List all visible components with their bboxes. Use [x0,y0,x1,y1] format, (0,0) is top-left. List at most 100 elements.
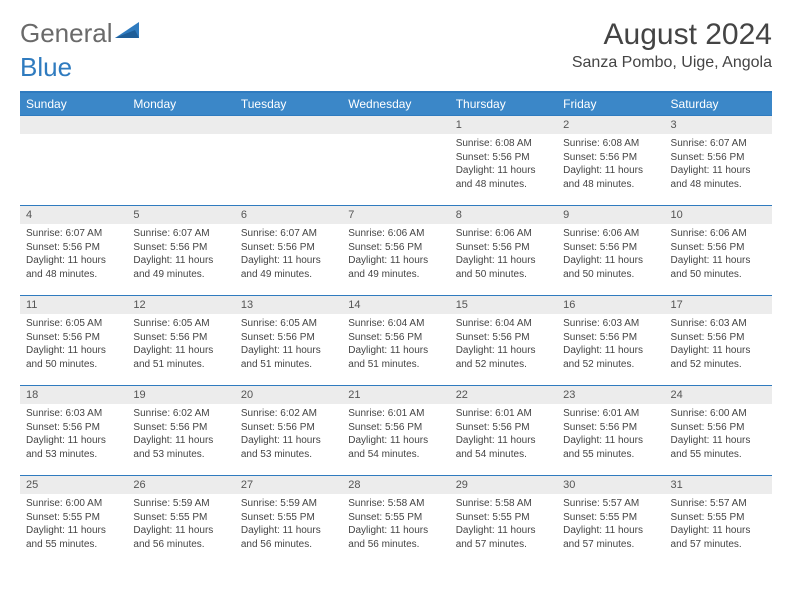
sunrise-text: Sunrise: 5:58 AM [456,497,551,511]
sunrise-text: Sunrise: 6:06 AM [348,227,443,241]
day-body: Sunrise: 6:04 AMSunset: 5:56 PMDaylight:… [342,314,449,375]
day-number: 17 [665,296,772,314]
day-number: 2 [557,116,664,134]
day-number: 12 [127,296,234,314]
day-number-bar [342,116,449,134]
day-number-bar [235,116,342,134]
sunset-text: Sunset: 5:56 PM [456,241,551,255]
daylight-text: Daylight: 11 hours and 53 minutes. [241,434,336,461]
day-body: Sunrise: 6:05 AMSunset: 5:56 PMDaylight:… [235,314,342,375]
calendar-empty-cell [342,116,449,206]
sunset-text: Sunset: 5:56 PM [456,331,551,345]
day-number: 6 [235,206,342,224]
daylight-text: Daylight: 11 hours and 52 minutes. [563,344,658,371]
calendar-header-row: SundayMondayTuesdayWednesdayThursdayFrid… [20,92,772,116]
sunrise-text: Sunrise: 6:01 AM [563,407,658,421]
calendar-day-cell: 8Sunrise: 6:06 AMSunset: 5:56 PMDaylight… [450,206,557,296]
day-body: Sunrise: 6:07 AMSunset: 5:56 PMDaylight:… [235,224,342,285]
sunset-text: Sunset: 5:56 PM [241,241,336,255]
calendar-day-cell: 27Sunrise: 5:59 AMSunset: 5:55 PMDayligh… [235,476,342,558]
sunset-text: Sunset: 5:56 PM [563,241,658,255]
daylight-text: Daylight: 11 hours and 48 minutes. [563,164,658,191]
sunrise-text: Sunrise: 6:07 AM [241,227,336,241]
calendar-week-row: 4Sunrise: 6:07 AMSunset: 5:56 PMDaylight… [20,206,772,296]
calendar-empty-cell [20,116,127,206]
sunrise-text: Sunrise: 5:57 AM [563,497,658,511]
day-body: Sunrise: 6:07 AMSunset: 5:56 PMDaylight:… [20,224,127,285]
day-number: 14 [342,296,449,314]
calendar-day-cell: 30Sunrise: 5:57 AMSunset: 5:55 PMDayligh… [557,476,664,558]
day-number: 4 [20,206,127,224]
day-body [127,134,234,194]
daylight-text: Daylight: 11 hours and 57 minutes. [456,524,551,551]
sunset-text: Sunset: 5:55 PM [456,511,551,525]
daylight-text: Daylight: 11 hours and 49 minutes. [133,254,228,281]
daylight-text: Daylight: 11 hours and 52 minutes. [456,344,551,371]
day-body [342,134,449,194]
calendar-day-cell: 4Sunrise: 6:07 AMSunset: 5:56 PMDaylight… [20,206,127,296]
month-title: August 2024 [572,18,772,52]
sunset-text: Sunset: 5:56 PM [671,151,766,165]
daylight-text: Daylight: 11 hours and 49 minutes. [348,254,443,281]
day-number: 7 [342,206,449,224]
sunrise-text: Sunrise: 5:58 AM [348,497,443,511]
day-body: Sunrise: 6:03 AMSunset: 5:56 PMDaylight:… [557,314,664,375]
sunrise-text: Sunrise: 5:59 AM [241,497,336,511]
calendar-day-cell: 9Sunrise: 6:06 AMSunset: 5:56 PMDaylight… [557,206,664,296]
weekday-header: Sunday [20,92,127,116]
daylight-text: Daylight: 11 hours and 54 minutes. [348,434,443,461]
day-body: Sunrise: 6:04 AMSunset: 5:56 PMDaylight:… [450,314,557,375]
day-body: Sunrise: 5:57 AMSunset: 5:55 PMDaylight:… [665,494,772,555]
brand-logo: General [20,18,143,49]
day-number: 28 [342,476,449,494]
weekday-header: Thursday [450,92,557,116]
calendar-day-cell: 23Sunrise: 6:01 AMSunset: 5:56 PMDayligh… [557,386,664,476]
weekday-header: Tuesday [235,92,342,116]
daylight-text: Daylight: 11 hours and 53 minutes. [26,434,121,461]
weekday-header: Wednesday [342,92,449,116]
daylight-text: Daylight: 11 hours and 55 minutes. [671,434,766,461]
day-body: Sunrise: 5:59 AMSunset: 5:55 PMDaylight:… [235,494,342,555]
calendar-day-cell: 6Sunrise: 6:07 AMSunset: 5:56 PMDaylight… [235,206,342,296]
day-number: 13 [235,296,342,314]
calendar-day-cell: 5Sunrise: 6:07 AMSunset: 5:56 PMDaylight… [127,206,234,296]
day-body: Sunrise: 6:02 AMSunset: 5:56 PMDaylight:… [127,404,234,465]
calendar-day-cell: 24Sunrise: 6:00 AMSunset: 5:56 PMDayligh… [665,386,772,476]
day-body: Sunrise: 6:03 AMSunset: 5:56 PMDaylight:… [665,314,772,375]
day-body [20,134,127,194]
day-number: 1 [450,116,557,134]
daylight-text: Daylight: 11 hours and 48 minutes. [456,164,551,191]
day-body: Sunrise: 5:59 AMSunset: 5:55 PMDaylight:… [127,494,234,555]
daylight-text: Daylight: 11 hours and 51 minutes. [133,344,228,371]
title-block: August 2024 Sanza Pombo, Uige, Angola [572,18,772,72]
sunset-text: Sunset: 5:56 PM [456,151,551,165]
calendar-week-row: 1Sunrise: 6:08 AMSunset: 5:56 PMDaylight… [20,116,772,206]
sunset-text: Sunset: 5:56 PM [671,421,766,435]
daylight-text: Daylight: 11 hours and 54 minutes. [456,434,551,461]
calendar-day-cell: 29Sunrise: 5:58 AMSunset: 5:55 PMDayligh… [450,476,557,558]
sunset-text: Sunset: 5:55 PM [563,511,658,525]
sunrise-text: Sunrise: 6:07 AM [26,227,121,241]
calendar-day-cell: 28Sunrise: 5:58 AMSunset: 5:55 PMDayligh… [342,476,449,558]
sunset-text: Sunset: 5:56 PM [348,421,443,435]
brand-part1: General [20,18,113,49]
day-number: 30 [557,476,664,494]
day-body: Sunrise: 6:01 AMSunset: 5:56 PMDaylight:… [557,404,664,465]
sunset-text: Sunset: 5:55 PM [671,511,766,525]
daylight-text: Daylight: 11 hours and 52 minutes. [671,344,766,371]
sunrise-text: Sunrise: 6:05 AM [133,317,228,331]
day-body: Sunrise: 5:58 AMSunset: 5:55 PMDaylight:… [342,494,449,555]
daylight-text: Daylight: 11 hours and 51 minutes. [348,344,443,371]
calendar-week-row: 18Sunrise: 6:03 AMSunset: 5:56 PMDayligh… [20,386,772,476]
sunset-text: Sunset: 5:56 PM [563,421,658,435]
sunset-text: Sunset: 5:56 PM [348,241,443,255]
calendar-day-cell: 15Sunrise: 6:04 AMSunset: 5:56 PMDayligh… [450,296,557,386]
day-number: 26 [127,476,234,494]
sunset-text: Sunset: 5:55 PM [133,511,228,525]
day-number: 25 [20,476,127,494]
day-number: 20 [235,386,342,404]
sunrise-text: Sunrise: 6:07 AM [133,227,228,241]
sunrise-text: Sunrise: 5:57 AM [671,497,766,511]
calendar-empty-cell [127,116,234,206]
sunset-text: Sunset: 5:56 PM [26,421,121,435]
